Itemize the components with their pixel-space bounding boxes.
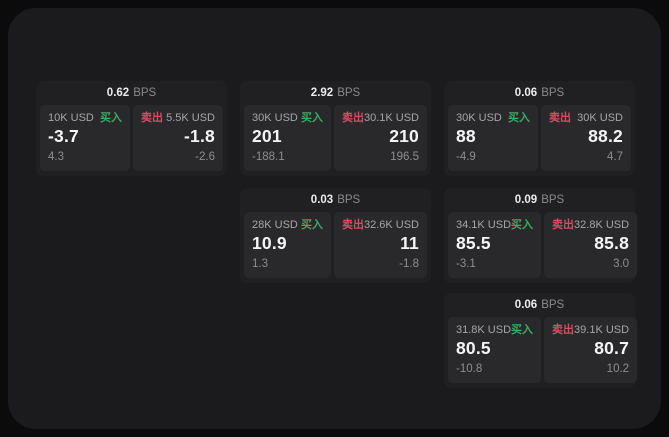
bps-unit-label: BPS (337, 194, 361, 206)
bps-unit-label: BPS (337, 87, 361, 99)
quote-card-1: 0.62 BPS 10K USD 买入 -3.7 4.3 卖出 5.5K USD… (36, 81, 227, 176)
buy-price: 201 (252, 126, 282, 146)
sell-size: 30K USD (577, 112, 623, 124)
buy-price: 10.9 (252, 233, 287, 253)
quote-card-4: 0.03 BPS 28K USD 买入 10.9 1.3 卖出 32.6K US… (240, 188, 431, 283)
sell-label: 卖出 (552, 219, 575, 231)
buy-label: 买入 (300, 112, 323, 124)
card-header: 0.06 BPS (444, 81, 635, 105)
card-header: 0.03 BPS (240, 188, 431, 212)
bps-unit-label: BPS (541, 194, 565, 206)
bps-unit-label: BPS (133, 87, 157, 99)
bps-value: 0.09 (514, 194, 538, 206)
sell-price: -1.8 (184, 126, 215, 146)
sell-panel[interactable]: 卖出 32.8K USD 85.8 3.0 (544, 212, 638, 278)
sell-label: 卖出 (341, 219, 364, 231)
buy-price: 80.5 (456, 338, 491, 358)
bps-value: 2.92 (310, 87, 334, 99)
sell-delta: 196.5 (390, 151, 419, 163)
sell-size: 39.1K USD (574, 324, 630, 336)
buy-size: 28K USD (252, 219, 298, 231)
buy-label: 买入 (508, 112, 530, 124)
buy-panel[interactable]: 28K USD 买入 10.9 1.3 (244, 212, 331, 278)
bps-value: 0.06 (514, 87, 538, 99)
sell-price: 80.7 (594, 338, 630, 358)
buy-delta: 4.3 (48, 151, 64, 163)
card-header: 0.62 BPS (36, 81, 227, 105)
buy-label: 买入 (511, 219, 534, 231)
buy-delta: -188.1 (252, 151, 285, 163)
sell-price: 210 (389, 126, 419, 146)
sell-label: 卖出 (549, 112, 571, 124)
buy-delta: -3.1 (456, 258, 476, 270)
buy-label: 买入 (300, 219, 323, 231)
buy-panel[interactable]: 10K USD 买入 -3.7 4.3 (40, 105, 130, 171)
buy-panel[interactable]: 30K USD 买入 88 -4.9 (448, 105, 538, 171)
sell-panel[interactable]: 卖出 30.1K USD 210 196.5 (333, 105, 427, 171)
buy-delta: -4.9 (456, 151, 476, 163)
bps-unit-label: BPS (541, 87, 565, 99)
card-header: 2.92 BPS (240, 81, 431, 105)
sell-label: 卖出 (552, 324, 575, 336)
buy-price: 88 (456, 126, 476, 146)
buy-panel[interactable]: 31.8K USD 买入 80.5 -10.8 (448, 317, 542, 383)
buy-size: 34.1K USD (456, 219, 512, 231)
buy-panel[interactable]: 34.1K USD 买入 85.5 -3.1 (448, 212, 542, 278)
buy-size: 30K USD (252, 112, 298, 124)
quote-card-3: 0.06 BPS 30K USD 买入 88 -4.9 卖出 30K USD 8… (444, 81, 635, 176)
buy-label: 买入 (100, 112, 122, 124)
card-header: 0.09 BPS (444, 188, 635, 212)
sell-delta: 10.2 (606, 363, 630, 375)
buy-price: -3.7 (48, 126, 79, 146)
sell-price: 88.2 (588, 126, 623, 146)
sell-delta: 4.7 (607, 151, 623, 163)
buy-size: 10K USD (48, 112, 94, 124)
sell-delta: 3.0 (613, 258, 630, 270)
app-window: 0.62 BPS 10K USD 买入 -3.7 4.3 卖出 5.5K USD… (8, 8, 661, 429)
buy-panel[interactable]: 30K USD 买入 201 -188.1 (244, 105, 331, 171)
quote-card-2: 2.92 BPS 30K USD 买入 201 -188.1 卖出 30.1K … (240, 81, 431, 176)
buy-delta: 1.3 (252, 258, 268, 270)
buy-size: 30K USD (456, 112, 502, 124)
buy-label: 买入 (511, 324, 534, 336)
sell-price: 85.8 (594, 233, 630, 253)
sell-panel[interactable]: 卖出 32.6K USD 11 -1.8 (333, 212, 427, 278)
sell-size: 30.1K USD (363, 112, 419, 124)
sell-panel[interactable]: 卖出 5.5K USD -1.8 -2.6 (133, 105, 223, 171)
bps-value: 0.62 (106, 87, 130, 99)
bps-value: 0.03 (310, 194, 334, 206)
card-header: 0.06 BPS (444, 293, 635, 317)
buy-price: 85.5 (456, 233, 491, 253)
quote-card-6: 0.06 BPS 31.8K USD 买入 80.5 -10.8 卖出 39.1… (444, 293, 638, 388)
sell-label: 卖出 (141, 112, 163, 124)
sell-size: 5.5K USD (166, 112, 215, 124)
sell-panel[interactable]: 卖出 30K USD 88.2 4.7 (541, 105, 631, 171)
sell-delta: -1.8 (399, 258, 419, 270)
buy-delta: -10.8 (456, 363, 483, 375)
bps-value: 0.06 (514, 299, 538, 311)
sell-panel[interactable]: 卖出 39.1K USD 80.7 10.2 (544, 317, 638, 383)
sell-price: 11 (400, 233, 419, 253)
sell-delta: -2.6 (195, 151, 215, 163)
sell-size: 32.8K USD (574, 219, 630, 231)
sell-label: 卖出 (341, 112, 364, 124)
quote-card-5: 0.09 BPS 34.1K USD 买入 85.5 -3.1 卖出 32.8K… (444, 188, 638, 283)
bps-unit-label: BPS (541, 299, 565, 311)
sell-size: 32.6K USD (363, 219, 419, 231)
buy-size: 31.8K USD (456, 324, 512, 336)
